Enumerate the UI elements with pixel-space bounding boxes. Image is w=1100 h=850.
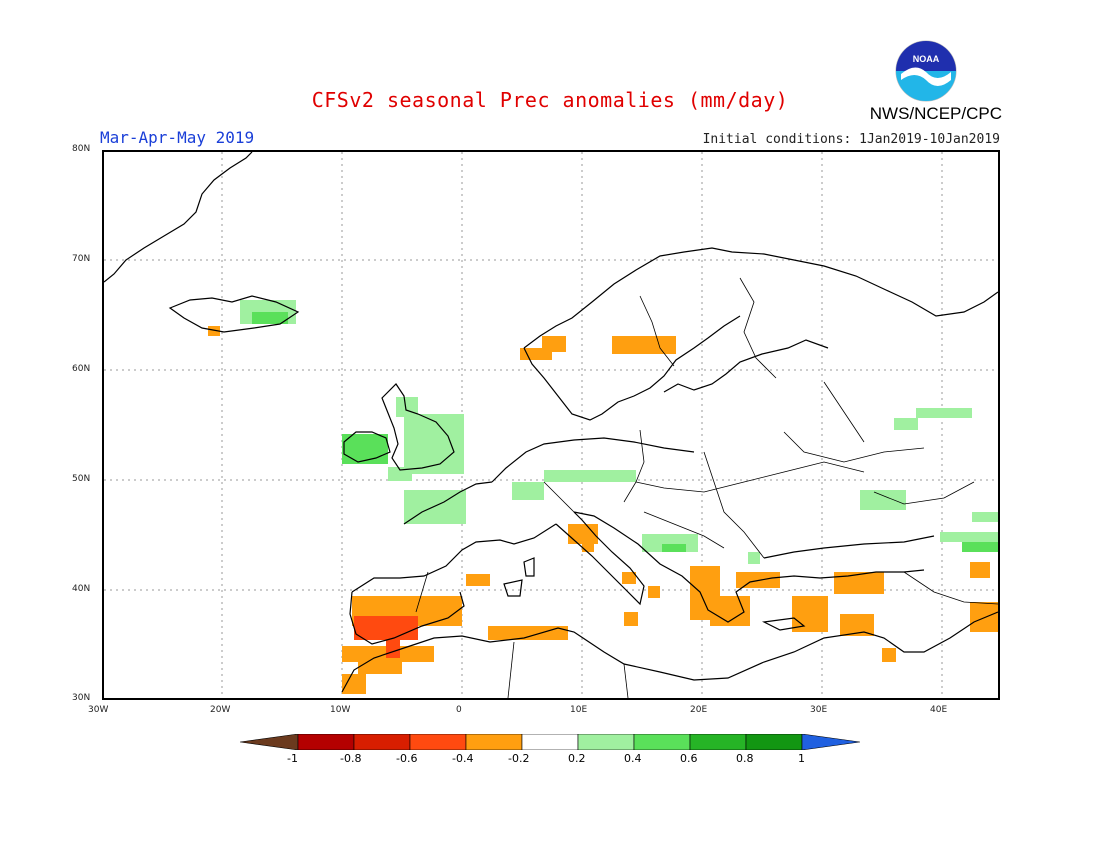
agency-label: NWS/NCEP/CPC xyxy=(869,104,1002,123)
colorbar-swatch xyxy=(801,734,860,750)
colorbar-label: -1 xyxy=(287,752,298,765)
colorbar-label: 0.4 xyxy=(624,752,642,765)
deficit-areas xyxy=(208,326,998,694)
colorbar-swatch xyxy=(577,734,635,750)
colorbar-label: -0.6 xyxy=(396,752,418,765)
map-frame xyxy=(102,150,1000,700)
lat-label: 70N xyxy=(72,254,91,264)
lon-label: 20E xyxy=(690,705,708,715)
colorbar-swatch xyxy=(465,734,523,750)
colorbar-label: 0.8 xyxy=(736,752,754,765)
colorbar-label: 0.2 xyxy=(568,752,586,765)
country-borders xyxy=(415,277,999,699)
lat-label: 30N xyxy=(72,693,91,703)
coastlines xyxy=(103,151,999,693)
lat-label: 60N xyxy=(72,364,91,374)
lat-label: 50N xyxy=(72,474,91,484)
lon-label: 40E xyxy=(930,705,948,715)
colorbar-swatch xyxy=(521,734,579,750)
colorbar-label: -0.4 xyxy=(452,752,474,765)
map-canvas xyxy=(103,151,999,699)
colorbar-swatch xyxy=(297,734,355,750)
colorbar-label: -0.8 xyxy=(340,752,362,765)
colorbar-swatch xyxy=(240,734,299,750)
colorbar-label: 1 xyxy=(798,752,805,765)
colorbar-label: 0.6 xyxy=(680,752,698,765)
lon-label: 30E xyxy=(810,705,828,715)
initial-conditions-label: Initial conditions: 1Jan2019-10Jan2019 xyxy=(702,132,1000,147)
colorbar-swatch xyxy=(745,734,803,750)
lon-label: 30W xyxy=(88,705,109,715)
season-label: Mar-Apr-May 2019 xyxy=(100,128,255,147)
colorbar-swatch xyxy=(409,734,467,750)
lon-label: 10E xyxy=(570,705,588,715)
colorbar-swatch xyxy=(689,734,747,750)
lon-label: 20W xyxy=(210,705,231,715)
colorbar xyxy=(240,734,860,750)
colorbar-label: -0.2 xyxy=(508,752,530,765)
colorbar-swatch xyxy=(353,734,411,750)
noaa-logo: NOAA xyxy=(895,40,957,102)
lat-label: 80N xyxy=(72,144,91,154)
colorbar-swatch xyxy=(633,734,691,750)
lon-label: 0 xyxy=(456,705,462,715)
lat-label: 40N xyxy=(72,584,91,594)
logo-text: NOAA xyxy=(913,54,940,64)
lon-label: 10W xyxy=(330,705,351,715)
chart-title: CFSv2 seasonal Prec anomalies (mm/day) xyxy=(311,88,789,112)
